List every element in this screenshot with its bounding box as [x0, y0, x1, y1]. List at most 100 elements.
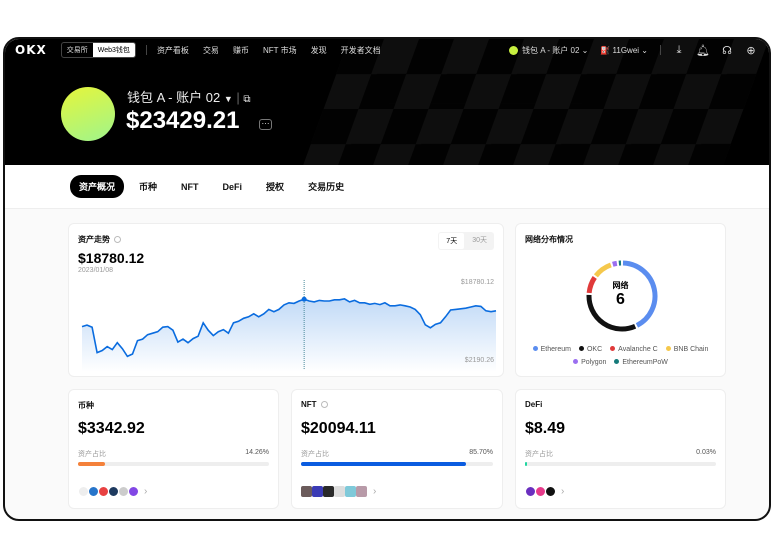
mode-web3-wallet[interactable]: Web3钱包 [92, 43, 135, 57]
mode-exchange[interactable]: 交易所 [66, 47, 88, 54]
tab-history[interactable]: 交易历史 [308, 182, 345, 192]
nft-thumbnail [334, 486, 345, 497]
chevron-right-icon[interactable]: › [561, 486, 565, 497]
divider [660, 45, 661, 55]
account-avatar [509, 45, 519, 55]
range-7d[interactable]: 7天 [439, 233, 465, 249]
nav-item-trade[interactable]: 交易 [202, 45, 219, 55]
legend-item: BNB Chain [665, 346, 709, 353]
donut-slice-polygon[interactable] [612, 260, 618, 267]
wallet-avatar [61, 87, 115, 141]
legend-label: Polygon [581, 359, 607, 366]
account-switcher[interactable]: 钱包 A - 账户 02 ⌄ [509, 45, 588, 56]
nav-item-discover[interactable]: 发现 [310, 45, 327, 55]
share-percent: 14.26% [245, 449, 269, 456]
card-title: 资产走势 [78, 235, 110, 244]
token-icon [128, 486, 139, 497]
legend-label: Ethereum [540, 346, 571, 353]
asset-trend-card: 资产走势 7天 30天 $18780.12 2023/01/08 $18780.… [68, 223, 504, 377]
account-label: 钱包 A - 账户 02 [522, 45, 580, 55]
info-icon[interactable] [320, 401, 328, 409]
legend-item: Avalanche C [610, 346, 658, 353]
divider [145, 45, 147, 55]
headset-icon[interactable]: ☊ [722, 44, 732, 57]
download-icon[interactable]: ⤓ [676, 43, 682, 56]
range-toggle: 7天 30天 [438, 232, 494, 250]
legend-dot [532, 346, 538, 351]
wallet-name[interactable]: 钱包 A - 账户 02 ▼ | ⧉ [127, 90, 251, 105]
chevron-right-icon[interactable]: › [144, 486, 148, 497]
min-label: $2190.26 [464, 357, 494, 364]
okx-logo[interactable]: OKX [15, 43, 47, 57]
donut-center-label: 网络 [612, 281, 629, 290]
legend: Polygon EthereumPoW [516, 359, 725, 366]
share-bar-fill [78, 462, 106, 466]
legend-item: Polygon [573, 359, 606, 366]
network-donut[interactable] [516, 224, 727, 378]
bell-icon[interactable]: 🔔︎ [696, 44, 710, 57]
wallet-name-label: 钱包 A - 账户 02 [127, 90, 221, 105]
tab-approvals[interactable]: 授权 [266, 182, 285, 192]
card-title: DeFi [525, 400, 543, 409]
nav-item-nft-market[interactable]: NFT 市场 [262, 45, 297, 55]
trend-chart[interactable] [69, 224, 505, 378]
tab-overview[interactable]: 资产概况 [70, 175, 125, 198]
defi-card[interactable]: DeFi $8.49 资产占比 0.03% › [515, 389, 726, 509]
nav-item-earn[interactable]: 赚币 [232, 45, 249, 55]
share-bar [301, 462, 493, 466]
legend-label: EthereumPoW [622, 359, 668, 366]
nft-thumbnail [345, 486, 356, 497]
legend-item: Ethereum [532, 346, 571, 353]
max-label: $18780.12 [460, 279, 494, 286]
legend-label: BNB Chain [673, 346, 709, 353]
donut-slice-okc[interactable] [586, 294, 637, 332]
legend-label: OKC [586, 346, 603, 353]
card-value: $20094.11 [301, 420, 376, 437]
donut-slice-avalanche-c[interactable] [586, 276, 597, 294]
hover-point [301, 296, 307, 302]
trend-date: 2023/01/08 [78, 267, 114, 274]
share-bar [78, 462, 269, 466]
tokens-card[interactable]: 币种 $3342.92 资产占比 14.26% › [68, 389, 279, 509]
card-value: $8.49 [525, 420, 566, 437]
chevron-right-icon[interactable]: › [373, 486, 377, 497]
legend-dot [578, 346, 584, 351]
nft-card[interactable]: NFT $20094.11 资产占比 85.70% › [291, 389, 503, 509]
share-label: 资产占比 [78, 451, 106, 458]
token-icon [545, 486, 556, 497]
caret-down-icon[interactable]: ▼ [223, 94, 233, 104]
asset-icons: › [525, 486, 564, 497]
share-label: 资产占比 [301, 451, 329, 458]
nav-item-docs[interactable]: 开发者文档 [340, 45, 381, 55]
donut-slice-ethereum[interactable] [622, 260, 658, 328]
share-label: 资产占比 [525, 451, 553, 458]
network-count: 6 [616, 291, 625, 308]
nft-thumbnail [323, 486, 334, 497]
globe-icon[interactable]: ⊕ [746, 44, 756, 57]
legend-item: EthereumPoW [614, 359, 668, 366]
tab-nft[interactable]: NFT [181, 181, 199, 192]
trend-area [82, 298, 496, 372]
legend-label: Avalanche C [618, 346, 658, 353]
tab-defi[interactable]: DeFi [222, 181, 243, 192]
info-icon[interactable] [114, 236, 121, 244]
range-30d[interactable]: 30天 [472, 237, 487, 244]
tab-tokens[interactable]: 币种 [139, 182, 158, 192]
copy-icon[interactable]: ⧉ [243, 94, 251, 105]
total-balance: $23429.21 [126, 107, 240, 134]
nft-thumbnail [312, 486, 323, 497]
gas-selector[interactable]: ⛽ 11Gwei ⌄ [600, 45, 648, 55]
donut-slice-bnb-chain[interactable] [593, 262, 612, 278]
nav-item-dashboard[interactable]: 资产看板 [156, 45, 189, 55]
mode-switch: 交易所 Web3钱包 [60, 42, 136, 58]
share-bar-fill [525, 462, 527, 466]
card-title: 币种 [78, 401, 94, 410]
share-percent: 0.03% [696, 449, 716, 456]
tab-bar: 资产概况 币种 NFT DeFi 授权 交易历史 [5, 165, 769, 209]
more-button[interactable]: ··· [259, 119, 272, 130]
card-value: $3342.92 [78, 420, 145, 437]
gas-label: 11Gwei [612, 45, 640, 55]
trend-value: $18780.12 [78, 250, 145, 266]
wallet-header: OKX 交易所 Web3钱包 资产看板 交易 赚币 NFT 市场 发现 开发者文… [5, 39, 769, 165]
asset-icons: › [78, 486, 147, 497]
